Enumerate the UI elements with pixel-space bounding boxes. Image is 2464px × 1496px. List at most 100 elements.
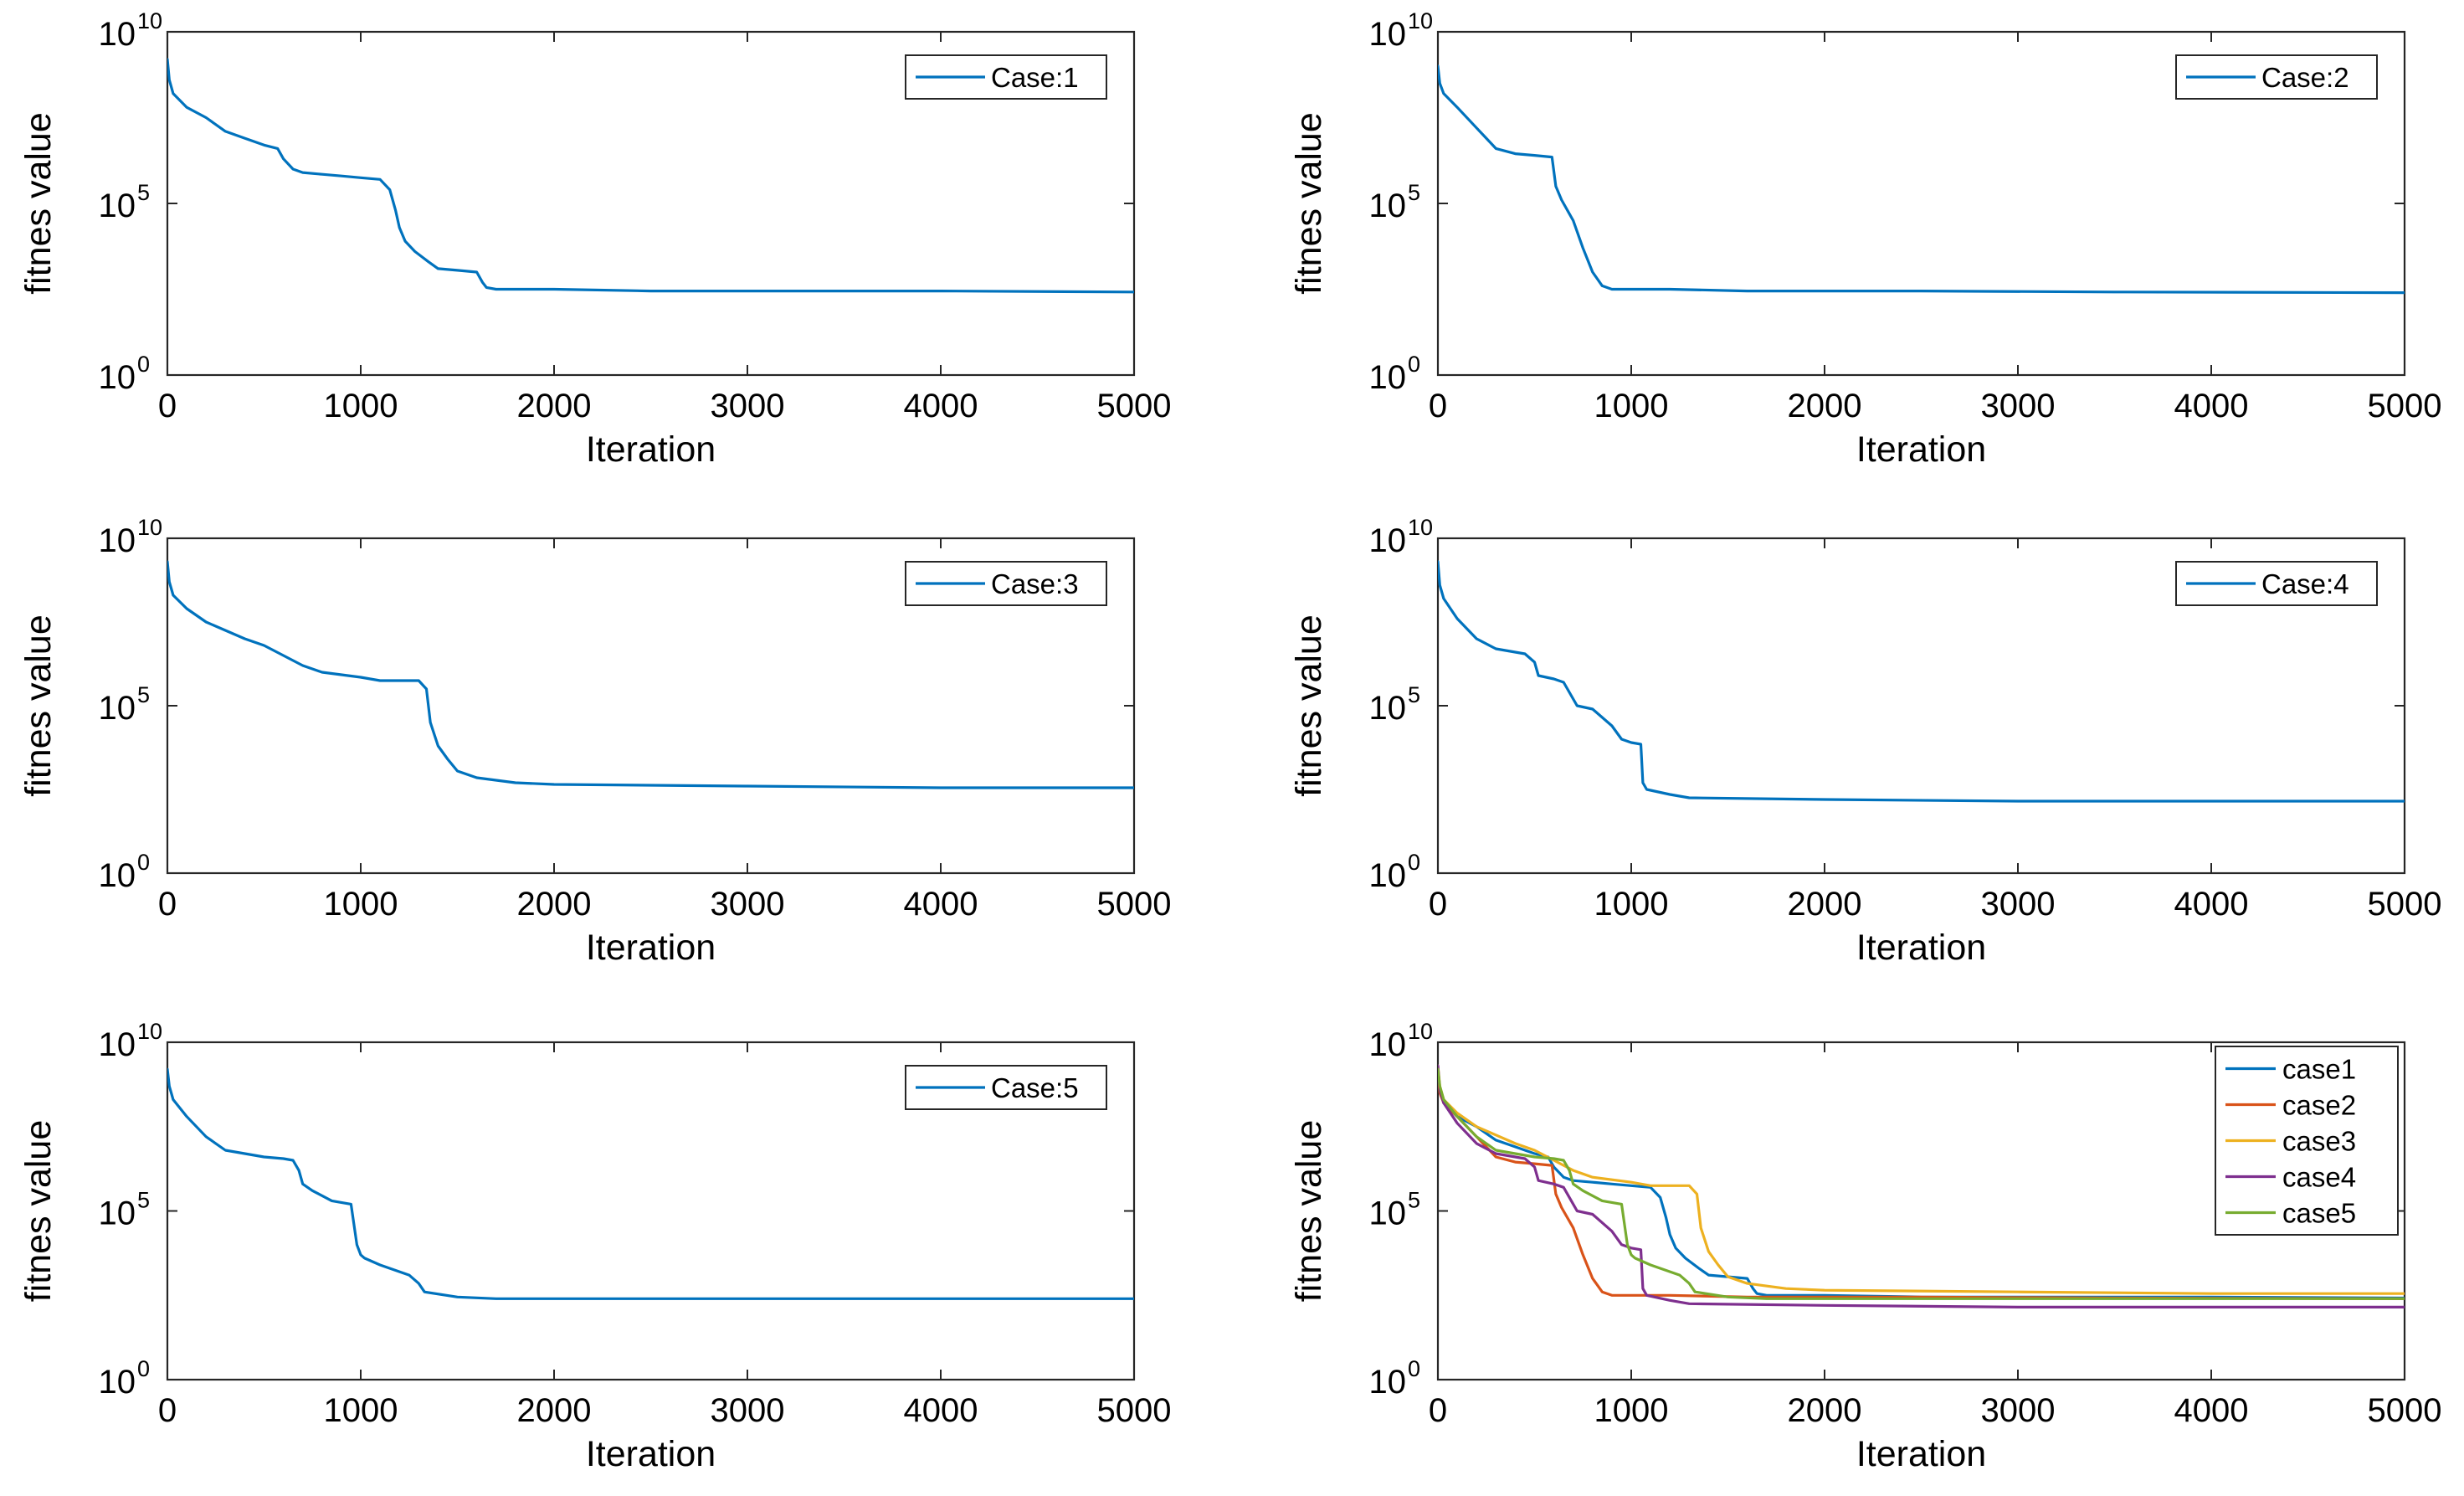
y-tick-exponent: 10 <box>1408 515 1433 540</box>
x-tick-label: 5000 <box>1097 1392 1172 1429</box>
y-axis-label: fitnes value <box>18 112 59 295</box>
y-tick-label: 10 <box>99 690 136 727</box>
y-tick-label: 10 <box>1369 1195 1407 1232</box>
x-tick-label: 3000 <box>711 1392 785 1429</box>
legend-entry-label: case3 <box>2282 1126 2356 1157</box>
y-axis-label: fitnes value <box>18 1120 59 1303</box>
x-tick-label: 5000 <box>1097 388 1172 424</box>
y-tick-exponent: 5 <box>1408 682 1420 707</box>
x-axis-label: Iteration <box>1856 1434 1986 1474</box>
y-tick-label: 10 <box>1369 857 1407 894</box>
legend: Case:2 <box>2175 54 2378 100</box>
y-tick-exponent: 10 <box>1408 8 1433 33</box>
y-tick-label: 10 <box>1369 359 1407 396</box>
y-tick-exponent: 0 <box>1408 850 1420 875</box>
series-group <box>1438 64 2405 295</box>
x-tick-label: 4000 <box>904 886 978 923</box>
x-tick-label: 2000 <box>517 388 592 424</box>
y-tick-label: 10 <box>1369 1026 1407 1063</box>
x-tick-label: 4000 <box>904 1392 978 1429</box>
x-tick-label: 1000 <box>1594 886 1669 923</box>
legend-entry-label: case5 <box>2282 1198 2356 1229</box>
y-tick-exponent: 0 <box>137 850 150 875</box>
legend: Case:4 <box>2175 561 2378 606</box>
x-tick-label: 4000 <box>2174 1392 2249 1429</box>
y-tick-exponent: 10 <box>137 8 162 33</box>
legend-entry-label: case1 <box>2282 1054 2356 1085</box>
x-axis-label: Iteration <box>1856 928 1986 968</box>
series-line-case1 <box>1438 1067 2405 1300</box>
y-axis-label: fitnes value <box>18 614 59 797</box>
y-tick-label: 10 <box>99 359 136 396</box>
x-tick-label: 5000 <box>1097 886 1172 923</box>
legend: Case:3 <box>905 561 1107 606</box>
y-tick-exponent: 0 <box>137 1356 150 1381</box>
legend: Case:1 <box>905 54 1107 100</box>
x-tick-label: 3000 <box>1981 1392 2056 1429</box>
x-tick-label: 0 <box>158 886 177 923</box>
y-tick-label: 10 <box>99 522 136 559</box>
x-tick-label: 5000 <box>2368 886 2442 923</box>
x-tick-label: 3000 <box>1981 886 2056 923</box>
legend-entry-label: Case:1 <box>991 62 1079 93</box>
x-tick-label: 0 <box>1429 1392 1447 1429</box>
y-tick-exponent: 5 <box>1408 180 1420 205</box>
x-axis-label: Iteration <box>586 429 716 470</box>
legend-entry-label: Case:4 <box>2261 568 2349 599</box>
y-tick-exponent: 0 <box>1408 1356 1420 1381</box>
x-tick-label: 0 <box>1429 388 1447 424</box>
legend-entry-label: case4 <box>2282 1162 2356 1193</box>
x-axis-label: Iteration <box>586 928 716 968</box>
y-tick-exponent: 0 <box>137 352 150 377</box>
y-tick-label: 10 <box>99 16 136 53</box>
series-line-case4 <box>1438 1064 2405 1309</box>
legend: case1 case2 case3 case4 case5 <box>2215 1046 2399 1236</box>
y-tick-label: 10 <box>99 857 136 894</box>
x-tick-label: 2000 <box>1788 886 1862 923</box>
x-tick-label: 5000 <box>2368 388 2442 424</box>
x-tick-label: 0 <box>158 388 177 424</box>
x-tick-label: 4000 <box>904 388 978 424</box>
x-tick-label: 2000 <box>517 1392 592 1429</box>
x-tick-label: 2000 <box>517 886 592 923</box>
legend-entry-label: Case:3 <box>991 568 1079 599</box>
series-line-case3 <box>167 560 1134 789</box>
y-tick-exponent: 0 <box>1408 352 1420 377</box>
y-tick-exponent: 5 <box>137 682 150 707</box>
y-tick-exponent: 5 <box>137 180 150 205</box>
y-tick-label: 10 <box>1369 1364 1407 1401</box>
series-line-case3 <box>1438 1064 2405 1295</box>
y-tick-exponent: 10 <box>137 515 162 540</box>
y-tick-exponent: 10 <box>1408 1019 1433 1044</box>
series-group <box>1438 560 2405 803</box>
x-tick-label: 1000 <box>1594 388 1669 424</box>
x-axis-label: Iteration <box>1856 429 1986 470</box>
x-tick-label: 1000 <box>324 388 398 424</box>
y-tick-exponent: 5 <box>1408 1188 1420 1213</box>
y-tick-label: 10 <box>1369 690 1407 727</box>
series-line-case1 <box>167 58 1134 294</box>
x-tick-label: 4000 <box>2174 886 2249 923</box>
y-tick-label: 10 <box>1369 522 1407 559</box>
legend-entry-label: Case:5 <box>991 1072 1079 1103</box>
x-tick-label: 1000 <box>324 1392 398 1429</box>
series-line-case5 <box>167 1067 1134 1300</box>
series-group <box>167 58 1134 294</box>
y-tick-exponent: 5 <box>137 1188 150 1213</box>
x-tick-label: 1000 <box>324 886 398 923</box>
y-axis-label: fitnes value <box>1289 614 1329 797</box>
series-line-case5 <box>1438 1067 2405 1300</box>
x-tick-label: 2000 <box>1788 388 1862 424</box>
y-tick-label: 10 <box>99 1026 136 1063</box>
x-tick-label: 4000 <box>2174 388 2249 424</box>
legend-entry-label: case2 <box>2282 1090 2356 1121</box>
series-group <box>167 1067 1134 1300</box>
y-axis-label: fitnes value <box>1289 112 1329 295</box>
